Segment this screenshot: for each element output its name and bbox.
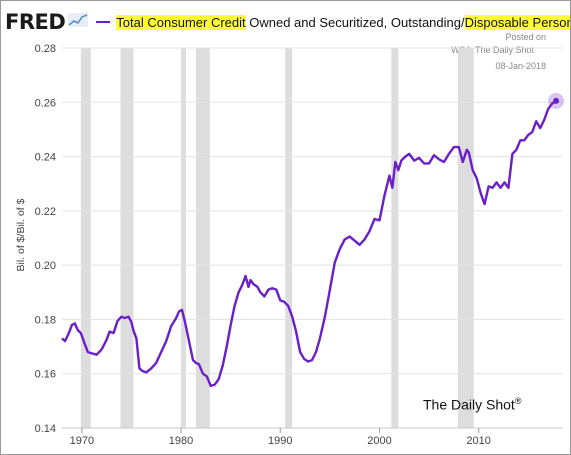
last-point-marker bbox=[553, 97, 560, 104]
x-tick-label: 1970 bbox=[70, 435, 94, 447]
line-chart-icon bbox=[68, 12, 89, 32]
credit-date: 08-Jan-2018 bbox=[495, 61, 546, 71]
credit-source: WSJ: The Daily Shot bbox=[451, 45, 534, 55]
y-tick-label: 0.18 bbox=[35, 314, 56, 326]
y-tick-label: 0.16 bbox=[35, 369, 56, 381]
watermark: The Daily Shot® bbox=[423, 396, 521, 413]
recession-band bbox=[457, 48, 474, 428]
recession-band bbox=[285, 48, 293, 428]
x-tick-label: 1990 bbox=[268, 435, 292, 447]
recession-band bbox=[120, 48, 134, 428]
legend-swatch bbox=[96, 21, 111, 23]
legend-highlight-1: Total Consumer Credit bbox=[116, 14, 246, 30]
y-tick-label: 0.28 bbox=[35, 43, 56, 55]
series-line bbox=[61, 99, 557, 388]
x-tick-label: 2010 bbox=[466, 435, 490, 447]
chart-header: FRED Total Consumer Credit Owned and Sec… bbox=[5, 7, 570, 37]
legend-highlight-2: Disposable Personal Income bbox=[464, 14, 570, 30]
recession-band bbox=[80, 48, 91, 428]
watermark-text: The Daily Shot bbox=[423, 396, 515, 413]
y-tick-label: 0.24 bbox=[35, 152, 56, 164]
recession-band bbox=[181, 48, 187, 428]
legend-plain: Owned and Securitized, Outstanding/ bbox=[245, 14, 465, 30]
recession-band bbox=[391, 48, 399, 428]
fred-logo[interactable]: FRED bbox=[5, 10, 66, 34]
recession-band bbox=[195, 48, 210, 428]
y-tick-label: 0.22 bbox=[35, 206, 56, 218]
credit-posted: Posted on bbox=[505, 32, 546, 42]
y-tick-label: 0.20 bbox=[35, 260, 56, 272]
x-tick-label: 1980 bbox=[169, 435, 193, 447]
registered-mark: ® bbox=[514, 396, 522, 406]
legend-label: Total Consumer Credit Owned and Securiti… bbox=[116, 14, 570, 30]
x-tick-label: 2000 bbox=[367, 435, 391, 447]
y-tick-label: 0.26 bbox=[35, 97, 56, 109]
y-tick-label: 0.14 bbox=[35, 423, 56, 435]
